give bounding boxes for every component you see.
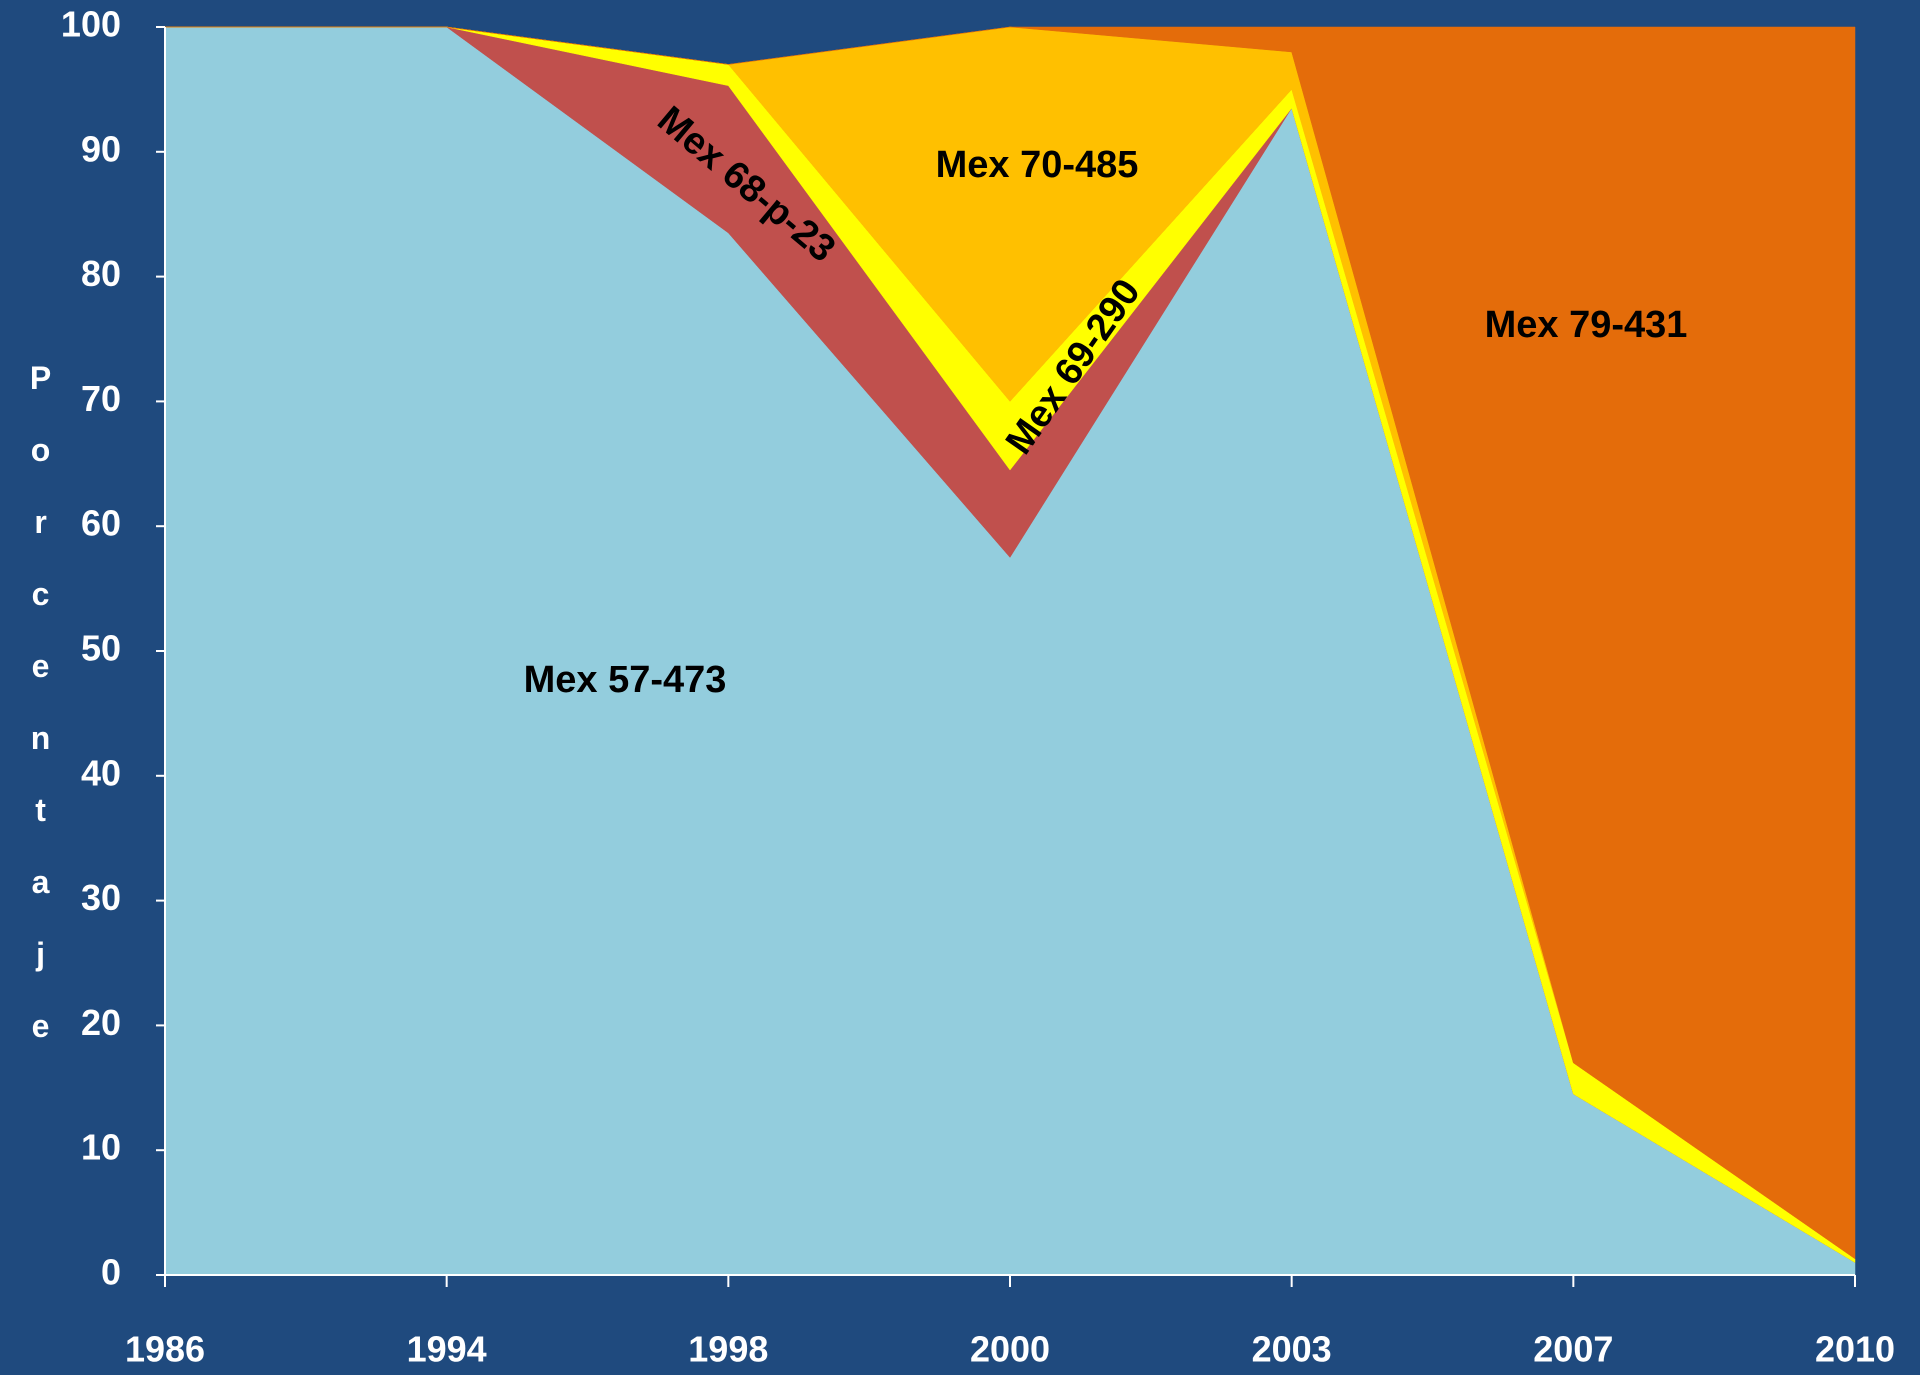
- series-label: Mex 79-431: [1485, 304, 1688, 346]
- y-tick-label: 30: [81, 877, 121, 918]
- y-tick-label: 0: [101, 1252, 121, 1293]
- axes: 0 10 20 30 40 50 60 70 80 90 100 1986 1994 1998 2000 20…: [61, 4, 1895, 1370]
- y-tick-label: 100: [61, 4, 121, 45]
- y-tick-label: 50: [81, 628, 121, 669]
- y-tick-label: 60: [81, 503, 121, 544]
- y-tick-label: 70: [81, 378, 121, 419]
- area: [165, 26, 1856, 1260]
- x-tick-label: 2000: [970, 1329, 1050, 1370]
- y-axis-label: Porcentaje: [23, 360, 59, 1080]
- y-tick-label: 20: [81, 1002, 121, 1043]
- x-tick-label: 2007: [1533, 1329, 1613, 1370]
- y-tick-label: 40: [81, 752, 121, 793]
- y-tick-label: 80: [81, 253, 121, 294]
- areas: [164, 26, 1856, 1276]
- x-tick-label: 1986: [125, 1329, 205, 1370]
- series-label: Mex 70-485: [936, 144, 1139, 186]
- x-tick-label: 2010: [1815, 1329, 1895, 1370]
- x-tick-label: 1994: [407, 1329, 487, 1370]
- y-tick-label: 10: [81, 1127, 121, 1168]
- x-tick-label: 1998: [688, 1329, 768, 1370]
- x-tick-label: 2003: [1252, 1329, 1332, 1370]
- series-label: Mex 57-473: [524, 659, 727, 701]
- y-tick-label: 90: [81, 128, 121, 169]
